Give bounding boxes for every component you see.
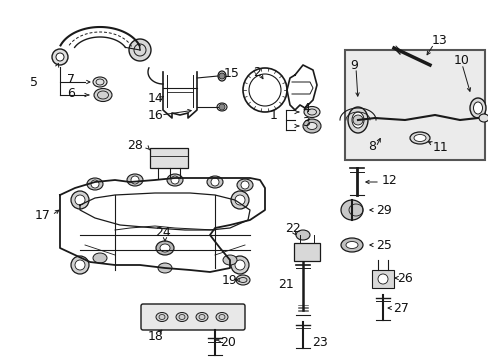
Ellipse shape xyxy=(93,77,107,87)
Bar xyxy=(371,270,393,288)
Ellipse shape xyxy=(206,176,223,188)
Circle shape xyxy=(219,104,224,110)
Ellipse shape xyxy=(217,103,226,111)
Text: 11: 11 xyxy=(432,140,448,153)
Ellipse shape xyxy=(469,98,485,118)
Text: 10: 10 xyxy=(453,54,469,67)
Bar xyxy=(345,50,484,160)
Ellipse shape xyxy=(196,312,207,321)
Text: 27: 27 xyxy=(392,302,408,315)
Text: 3: 3 xyxy=(302,116,309,129)
Ellipse shape xyxy=(304,107,319,117)
Text: 16: 16 xyxy=(148,108,163,122)
Ellipse shape xyxy=(346,242,357,248)
Ellipse shape xyxy=(295,230,309,240)
Circle shape xyxy=(377,274,387,284)
Circle shape xyxy=(230,256,248,274)
Ellipse shape xyxy=(167,174,183,186)
Ellipse shape xyxy=(158,263,172,273)
Text: 12: 12 xyxy=(381,174,397,186)
Circle shape xyxy=(171,176,179,184)
Circle shape xyxy=(129,39,151,61)
Ellipse shape xyxy=(94,89,112,102)
Text: 26: 26 xyxy=(396,271,412,284)
Text: 17: 17 xyxy=(35,208,51,221)
Bar xyxy=(150,148,187,168)
Ellipse shape xyxy=(156,241,174,255)
Text: 2: 2 xyxy=(252,66,260,78)
Text: 6: 6 xyxy=(67,86,75,99)
Circle shape xyxy=(75,260,85,270)
Ellipse shape xyxy=(93,253,107,263)
Circle shape xyxy=(241,181,248,189)
Ellipse shape xyxy=(340,238,362,252)
Ellipse shape xyxy=(156,312,168,321)
Text: 1: 1 xyxy=(269,108,277,122)
Ellipse shape xyxy=(237,179,252,191)
Text: 8: 8 xyxy=(367,140,375,153)
Ellipse shape xyxy=(413,135,425,141)
Text: 15: 15 xyxy=(224,67,240,80)
Ellipse shape xyxy=(160,244,170,252)
Text: 4: 4 xyxy=(302,102,309,114)
Text: 9: 9 xyxy=(349,59,357,72)
Ellipse shape xyxy=(127,174,142,186)
Text: 22: 22 xyxy=(285,221,300,234)
Ellipse shape xyxy=(472,102,482,114)
Circle shape xyxy=(352,115,362,125)
Ellipse shape xyxy=(303,119,320,133)
Text: 5: 5 xyxy=(30,76,38,89)
Text: 14: 14 xyxy=(148,91,163,104)
Circle shape xyxy=(219,73,224,79)
Text: 19: 19 xyxy=(222,274,237,287)
Circle shape xyxy=(52,49,68,65)
Text: 20: 20 xyxy=(220,337,235,350)
Ellipse shape xyxy=(176,312,187,321)
Text: 25: 25 xyxy=(375,239,391,252)
Text: 18: 18 xyxy=(148,329,163,342)
Ellipse shape xyxy=(478,114,488,122)
Ellipse shape xyxy=(216,312,227,321)
Text: 29: 29 xyxy=(375,203,391,216)
Ellipse shape xyxy=(351,112,363,128)
Text: 28: 28 xyxy=(127,139,142,152)
Ellipse shape xyxy=(218,71,225,81)
Text: 7: 7 xyxy=(67,72,75,86)
Text: 24: 24 xyxy=(155,225,170,239)
Circle shape xyxy=(235,195,244,205)
Ellipse shape xyxy=(223,255,237,265)
Circle shape xyxy=(131,176,139,184)
Circle shape xyxy=(210,178,219,186)
Text: 13: 13 xyxy=(431,33,447,46)
FancyBboxPatch shape xyxy=(141,304,244,330)
Ellipse shape xyxy=(409,132,429,144)
Circle shape xyxy=(56,53,64,61)
Ellipse shape xyxy=(340,200,362,220)
Text: 21: 21 xyxy=(278,279,293,292)
Circle shape xyxy=(91,180,99,188)
Ellipse shape xyxy=(236,275,249,285)
Circle shape xyxy=(71,191,89,209)
Text: 23: 23 xyxy=(311,336,327,348)
Circle shape xyxy=(235,260,244,270)
Ellipse shape xyxy=(87,178,103,190)
Circle shape xyxy=(71,256,89,274)
Bar xyxy=(293,243,319,261)
Ellipse shape xyxy=(347,107,367,133)
Circle shape xyxy=(75,195,85,205)
Ellipse shape xyxy=(306,122,316,130)
Circle shape xyxy=(230,191,248,209)
